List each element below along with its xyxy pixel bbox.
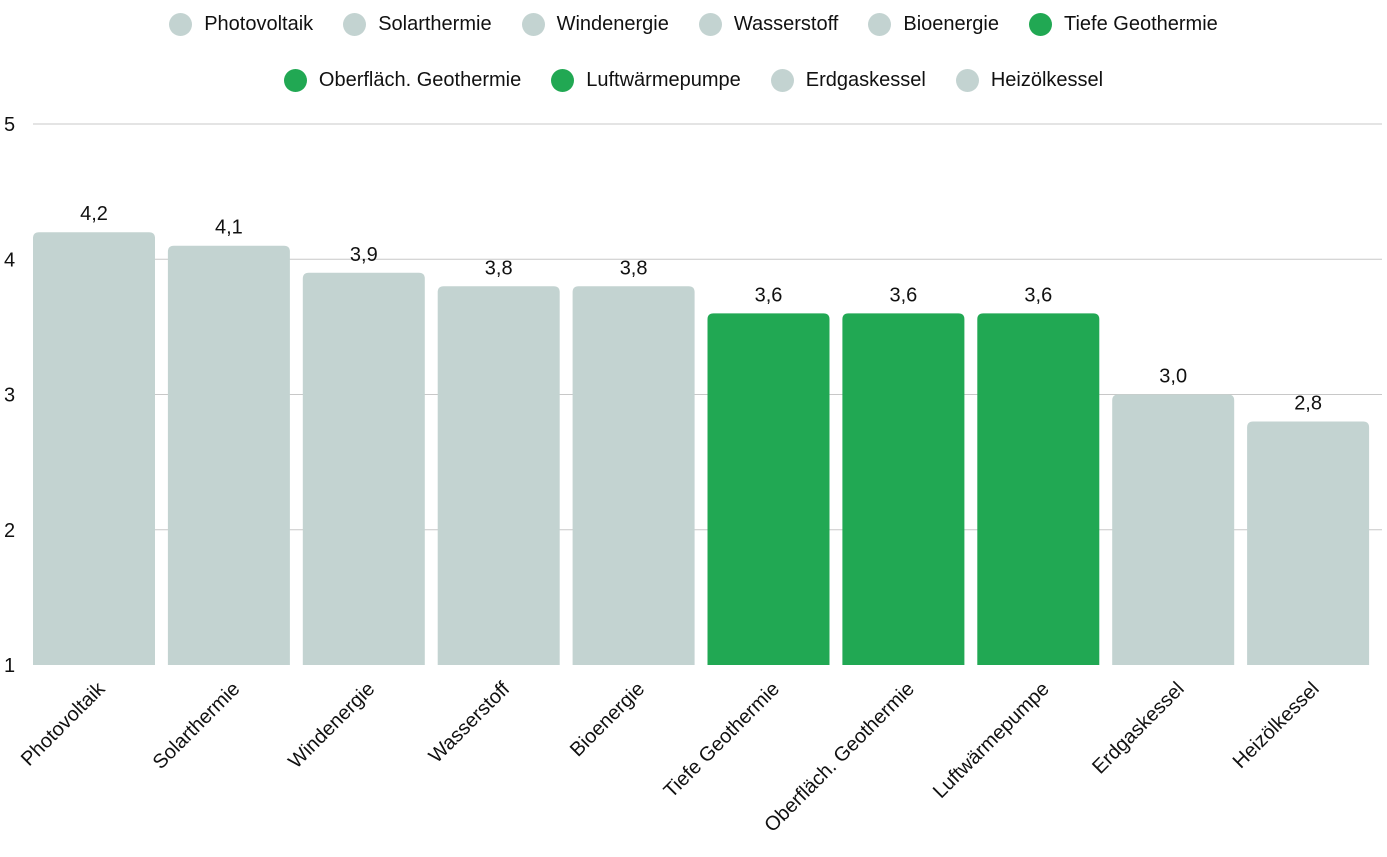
legend-item[interactable]: Windenergie <box>521 13 669 36</box>
x-tick-label: Solarthermie <box>149 678 245 774</box>
bar <box>167 245 290 665</box>
legend-label: Oberfläch. Geothermie <box>318 69 522 91</box>
legend-label: Luftwärmepumpe <box>586 69 741 91</box>
data-label: 3,8 <box>485 257 513 279</box>
data-label: 4,1 <box>215 217 243 239</box>
data-label: 3,0 <box>1159 366 1187 388</box>
data-label: 3,6 <box>1024 284 1052 306</box>
x-tick-label: Windenergie <box>284 678 379 773</box>
data-label: 4,2 <box>80 203 108 225</box>
legend-swatch-icon <box>868 13 892 36</box>
x-tick-label: Oberfläch. Geothermie <box>760 678 919 837</box>
legend-swatch-icon <box>521 13 545 36</box>
bar <box>1112 394 1235 665</box>
legend-item[interactable]: Erdgaskessel <box>770 69 926 92</box>
legend-swatch-icon <box>770 69 794 92</box>
legend-label: Solarthermie <box>378 13 492 35</box>
x-tick-label: Tiefe Geothermie <box>660 678 784 802</box>
bar <box>302 272 425 665</box>
y-tick-label: 3 <box>4 385 15 407</box>
y-tick-label: 1 <box>4 655 15 677</box>
x-tick-label: Bioenergie <box>566 678 649 761</box>
legend-row-2: Oberfläch. Geothermie Luftwärmepumpe Erdga… <box>0 69 1387 92</box>
legend-item[interactable]: Wasserstoff <box>698 13 839 36</box>
legend-item[interactable]: Bioenergie <box>868 13 999 36</box>
x-tick-label: Wasserstoff <box>425 678 515 768</box>
bar <box>707 313 830 665</box>
legend-swatch-icon <box>698 13 722 36</box>
legend-swatch-icon <box>551 69 575 92</box>
legend-label: Heizölkessel <box>990 69 1104 91</box>
legend-swatch-icon <box>955 69 979 92</box>
x-tick-label: Luftwärmepumpe <box>929 678 1054 803</box>
x-tick-label: Heizölkessel <box>1229 678 1324 773</box>
legend-label: Bioenergie <box>903 13 999 35</box>
bar <box>33 232 155 665</box>
legend-label: Tiefe Geothermie <box>1063 13 1218 35</box>
y-tick-label: 4 <box>4 249 15 271</box>
legend-label: Photovoltaik <box>204 13 314 35</box>
legend-swatch-icon <box>343 13 367 36</box>
data-label: 2,8 <box>1294 393 1322 415</box>
legend-item[interactable]: Solarthermie <box>343 13 492 36</box>
legend-row-1: Photovoltaik Solarthermie Windenergie Wasse… <box>0 13 1387 36</box>
x-tick-label: Photovoltaik <box>17 677 110 770</box>
legend-item[interactable]: Heizölkessel <box>955 69 1104 92</box>
y-tick-label: 5 <box>4 114 15 136</box>
legend-item[interactable]: Oberfläch. Geothermie <box>283 69 522 92</box>
data-label: 3,9 <box>350 244 378 266</box>
data-label: 3,6 <box>889 284 917 306</box>
x-tick-label: Erdgaskessel <box>1088 678 1188 778</box>
y-tick-label: 2 <box>4 520 15 542</box>
data-label: 3,8 <box>620 257 648 279</box>
legend-label: Erdgaskessel <box>805 69 926 91</box>
legend-item[interactable]: Luftwärmepumpe <box>551 69 741 92</box>
legend-label: Windenergie <box>556 13 669 35</box>
legend-swatch-icon <box>283 69 307 92</box>
legend-item[interactable]: Photovoltaik <box>169 13 313 36</box>
bar <box>1247 421 1370 665</box>
bar <box>842 313 965 665</box>
bar <box>977 313 1100 665</box>
data-label: 3,6 <box>755 284 783 306</box>
legend-label: Wasserstoff <box>733 13 839 35</box>
legend-item[interactable]: Tiefe Geothermie <box>1028 13 1218 36</box>
legend-swatch-icon <box>169 13 193 36</box>
bar <box>572 286 695 665</box>
legend-swatch-icon <box>1028 13 1052 36</box>
bar <box>437 286 560 665</box>
